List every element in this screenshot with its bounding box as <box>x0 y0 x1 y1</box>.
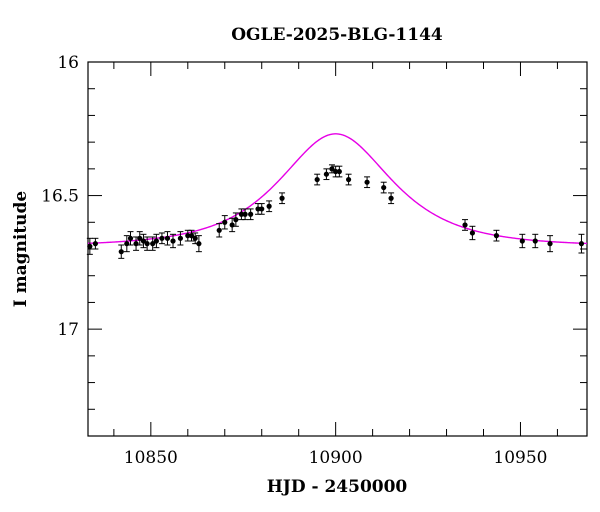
data-point <box>266 203 272 209</box>
data-point <box>137 235 143 241</box>
data-point <box>233 217 239 223</box>
data-point <box>279 195 285 201</box>
data-point <box>255 206 261 212</box>
data-point <box>127 235 134 241</box>
data-point <box>150 241 156 247</box>
plot-area: 10850 10900 10950 16 16.5 17 <box>41 53 588 468</box>
data-point <box>314 176 320 183</box>
data-point <box>323 171 330 177</box>
data-point <box>381 184 387 191</box>
y-tick-label: 16.5 <box>41 187 79 207</box>
data-point <box>118 249 124 255</box>
data-point <box>192 235 198 241</box>
data-point <box>519 238 525 244</box>
data-point <box>329 166 335 172</box>
data-point <box>259 206 265 212</box>
data-point <box>336 168 342 175</box>
data-point <box>164 235 171 241</box>
data-point <box>177 235 184 241</box>
data-point <box>140 238 147 244</box>
data-point <box>153 238 159 244</box>
data-point <box>92 241 98 247</box>
x-tick-label: 10900 <box>309 448 363 468</box>
data-point <box>144 241 150 247</box>
data-point <box>216 227 222 233</box>
data-point <box>222 219 228 225</box>
data-point <box>248 211 254 217</box>
y-tick-label: 16 <box>57 53 79 73</box>
x-axis-label: HJD - 2450000 <box>267 477 408 497</box>
x-tick-label: 10950 <box>493 448 547 468</box>
data-point <box>333 168 339 175</box>
data-point <box>364 179 370 185</box>
x-tick-label: 10850 <box>124 448 178 468</box>
data-point <box>388 195 394 201</box>
model-curve <box>88 133 587 245</box>
chart-title: OGLE-2025-BLG-1144 <box>231 25 443 45</box>
data-point <box>159 235 165 241</box>
data-point <box>462 222 468 228</box>
data-point <box>469 230 476 236</box>
plot-frame <box>87 61 588 437</box>
data-point <box>185 233 191 239</box>
data-point <box>493 233 500 239</box>
data-point <box>188 233 195 239</box>
data-point <box>532 238 538 244</box>
data-point <box>238 211 244 217</box>
data-point <box>242 211 248 217</box>
data-point <box>345 176 352 183</box>
data-point <box>170 238 176 244</box>
data-point <box>196 241 202 247</box>
data-point <box>578 241 585 247</box>
y-tick-label: 17 <box>57 320 79 340</box>
data-point <box>87 243 93 249</box>
data-point <box>547 241 553 247</box>
y-axis-label: I magnitude <box>11 191 31 308</box>
